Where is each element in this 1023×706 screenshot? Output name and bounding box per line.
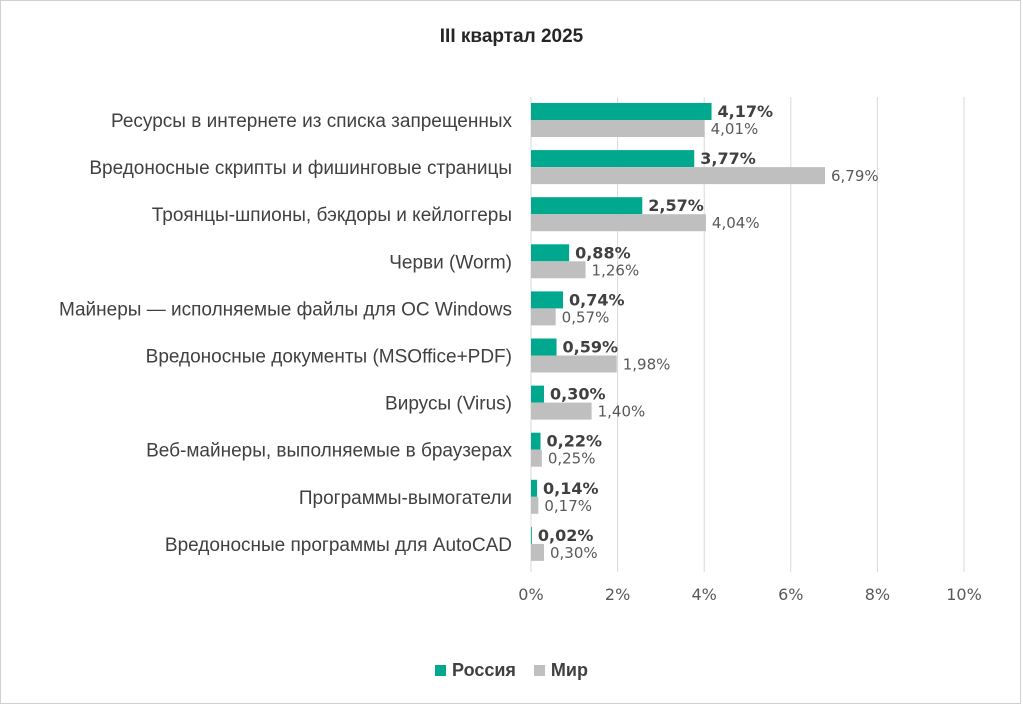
bar-russia [531, 103, 712, 120]
legend-label-russia: Россия [452, 660, 516, 680]
bar-world [531, 496, 539, 514]
data-label-russia: 4,17% [718, 102, 774, 121]
bar-russia [531, 150, 695, 168]
legend-swatch-world [533, 665, 545, 676]
legend-swatch-russia [435, 665, 447, 676]
bar-russia [531, 385, 544, 403]
bar-russia [531, 197, 643, 215]
data-label-russia: 0,30% [550, 385, 606, 404]
category-label: Майнеры — исполняемые файлы для ОС Windo… [59, 299, 512, 320]
data-label-russia: 3,77% [700, 149, 756, 168]
data-label-world: 4,01% [711, 120, 759, 138]
legend-item-russia: Россия [435, 660, 516, 681]
data-label-world: 1,98% [623, 356, 671, 374]
bar-world [531, 214, 706, 232]
x-tick-label: 2% [605, 585, 630, 604]
bar-russia [531, 526, 532, 544]
data-label-world: 0,57% [562, 308, 610, 326]
data-label-russia: 0,22% [547, 432, 603, 451]
x-tick-label: 4% [692, 585, 717, 604]
category-label: Вирусы (Virus) [385, 394, 512, 415]
legend-item-world: Мир [533, 660, 588, 681]
bar-russia [531, 244, 570, 262]
data-label-russia: 0,59% [563, 338, 619, 357]
category-label: Троянцы-шпионы, бэкдоры и кейлоггеры [152, 205, 512, 226]
bar-world [531, 261, 586, 279]
category-label: Ресурсы в интернете из списка запрещенны… [111, 111, 512, 132]
chart-title: III квартал 2025 [439, 26, 584, 47]
x-tick-label: 8% [865, 585, 890, 604]
x-tick-label: 0% [518, 585, 543, 604]
category-label: Программы-вымогатели [299, 488, 512, 509]
category-label: Черви (Worm) [389, 252, 512, 273]
data-label-world: 1,26% [592, 261, 640, 279]
data-label-russia: 0,02% [538, 526, 594, 545]
data-label-world: 0,17% [544, 497, 592, 515]
bar-world [531, 120, 705, 137]
category-label: Вредоносные скрипты и фишинговые страниц… [89, 158, 512, 179]
bar-world [531, 402, 592, 420]
data-label-russia: 0,88% [575, 243, 631, 262]
category-label: Вредоносные программы для AutoCAD [165, 535, 512, 556]
data-label-world: 0,30% [550, 544, 598, 562]
data-label-world: 0,25% [548, 450, 596, 468]
bar-world [531, 543, 544, 561]
bar-world [531, 167, 826, 185]
x-tick-label: 6% [778, 585, 803, 604]
bar-russia [531, 432, 541, 450]
bar-russia [531, 479, 538, 497]
data-label-world: 4,04% [712, 214, 760, 232]
bar-russia [531, 338, 557, 356]
legend: Россия Мир [0, 660, 1023, 681]
category-label: Вредоносные документы (MSOffice+PDF) [146, 347, 512, 368]
bar-world [531, 449, 542, 467]
data-label-russia: 0,74% [569, 290, 625, 309]
bar-world [531, 308, 556, 326]
legend-label-world: Мир [550, 660, 588, 680]
category-label: Веб-майнеры, выполняемые в браузерах [146, 441, 512, 462]
bar-russia [531, 291, 564, 309]
x-tick-label: 10% [946, 585, 982, 604]
data-label-russia: 2,57% [648, 196, 704, 215]
data-label-russia: 0,14% [543, 479, 599, 498]
data-label-world: 1,40% [598, 403, 646, 421]
data-label-world: 6,79% [831, 167, 879, 185]
bar-world [531, 355, 617, 373]
